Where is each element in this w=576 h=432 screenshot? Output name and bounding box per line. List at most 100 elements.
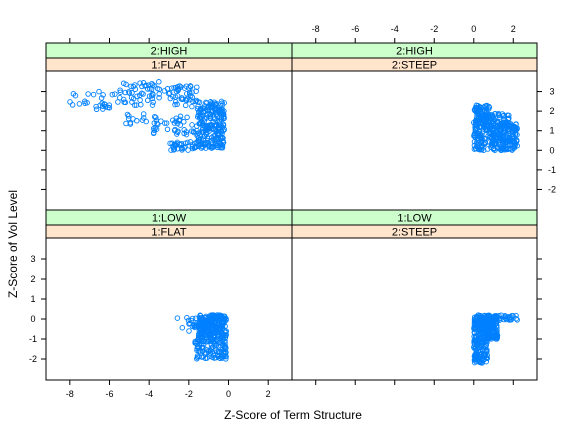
- y-tick-label-left: 1: [30, 294, 35, 304]
- strip-vol-label: 1:LOW: [152, 213, 187, 225]
- data-point: [67, 99, 73, 105]
- data-point: [177, 116, 183, 123]
- data-point: [171, 120, 178, 126]
- data-point: [201, 105, 208, 112]
- data-point: [209, 109, 215, 115]
- data-point: [174, 146, 181, 152]
- data-point: [514, 125, 520, 131]
- data-point: [474, 142, 481, 148]
- data-point: [200, 141, 207, 148]
- data-point: [109, 91, 116, 98]
- data-point: [218, 145, 225, 151]
- data-point: [485, 106, 492, 112]
- data-point: [207, 350, 214, 357]
- y-tick-label-right: 1: [549, 126, 554, 136]
- data-point: [219, 106, 225, 112]
- data-point: [492, 111, 498, 117]
- data-point: [219, 321, 226, 327]
- data-point: [167, 140, 173, 147]
- data-point: [216, 126, 222, 132]
- data-point: [508, 136, 514, 143]
- data-point: [513, 138, 520, 145]
- y-tick-label-left: 3: [30, 254, 35, 264]
- y-tick-label-right: -1: [548, 165, 556, 175]
- data-point: [200, 144, 206, 150]
- data-point: [99, 100, 105, 107]
- data-point: [115, 99, 121, 105]
- data-point: [473, 326, 479, 332]
- x-tick-label-bottom: -6: [105, 389, 113, 399]
- data-point: [153, 117, 160, 123]
- data-point: [98, 95, 105, 101]
- data-point: [178, 96, 185, 102]
- data-point: [100, 106, 106, 112]
- data-point: [477, 340, 484, 347]
- data-point: [211, 123, 218, 129]
- data-point: [220, 135, 226, 141]
- data-point: [212, 320, 219, 326]
- y-tick-label-right: 0: [549, 145, 554, 155]
- data-point: [123, 120, 129, 127]
- y-tick-label-right: 3: [549, 87, 554, 97]
- data-point: [494, 328, 500, 334]
- data-point: [207, 347, 214, 354]
- data-point: [150, 130, 157, 137]
- data-point: [199, 315, 205, 321]
- data-point: [487, 134, 493, 140]
- data-point: [194, 340, 200, 347]
- data-point: [150, 99, 156, 105]
- data-point: [210, 338, 217, 345]
- data-point: [506, 126, 512, 132]
- data-point: [154, 120, 160, 127]
- data-point: [196, 99, 203, 106]
- data-point: [219, 330, 225, 337]
- data-point: [149, 80, 155, 87]
- data-point: [201, 350, 208, 357]
- y-tick-label-right: -2: [548, 184, 556, 194]
- data-point: [488, 326, 495, 333]
- data-point: [219, 325, 226, 331]
- strip-term-label: 1:FLAT: [151, 60, 187, 72]
- data-point: [199, 120, 206, 127]
- data-point: [181, 119, 187, 125]
- data-point: [82, 100, 88, 107]
- y-tick-label-left: -2: [29, 354, 37, 364]
- data-point: [154, 85, 161, 92]
- data-point: [99, 103, 106, 109]
- data-point: [171, 147, 177, 153]
- data-point: [122, 89, 129, 96]
- outer-frame: [45, 42, 538, 381]
- y-tick-label-right: 2: [549, 106, 554, 116]
- data-point: [206, 353, 213, 359]
- data-point: [482, 326, 489, 332]
- data-point: [489, 139, 495, 146]
- data-point: [203, 125, 210, 132]
- data-point: [220, 121, 227, 128]
- data-point: [218, 98, 225, 105]
- data-point: [204, 320, 210, 327]
- data-point: [495, 111, 502, 118]
- data-point: [489, 119, 495, 126]
- data-point: [223, 349, 229, 356]
- data-point: [208, 326, 215, 332]
- data-point: [128, 94, 135, 101]
- data-point: [222, 334, 229, 340]
- data-point: [175, 85, 182, 92]
- data-point: [170, 117, 176, 123]
- data-point: [209, 134, 215, 141]
- data-point: [213, 109, 219, 116]
- data-point: [481, 141, 488, 148]
- data-point: [96, 88, 102, 95]
- data-point: [174, 101, 180, 108]
- data-point: [205, 112, 211, 118]
- data-point: [128, 83, 134, 90]
- data-point: [473, 109, 480, 116]
- data-point: [200, 338, 206, 344]
- data-point: [126, 113, 132, 119]
- data-point: [214, 312, 221, 318]
- data-point: [210, 125, 217, 132]
- data-point: [486, 327, 492, 333]
- data-point: [219, 134, 226, 141]
- strip-term-label: 2:STEEP: [392, 60, 437, 72]
